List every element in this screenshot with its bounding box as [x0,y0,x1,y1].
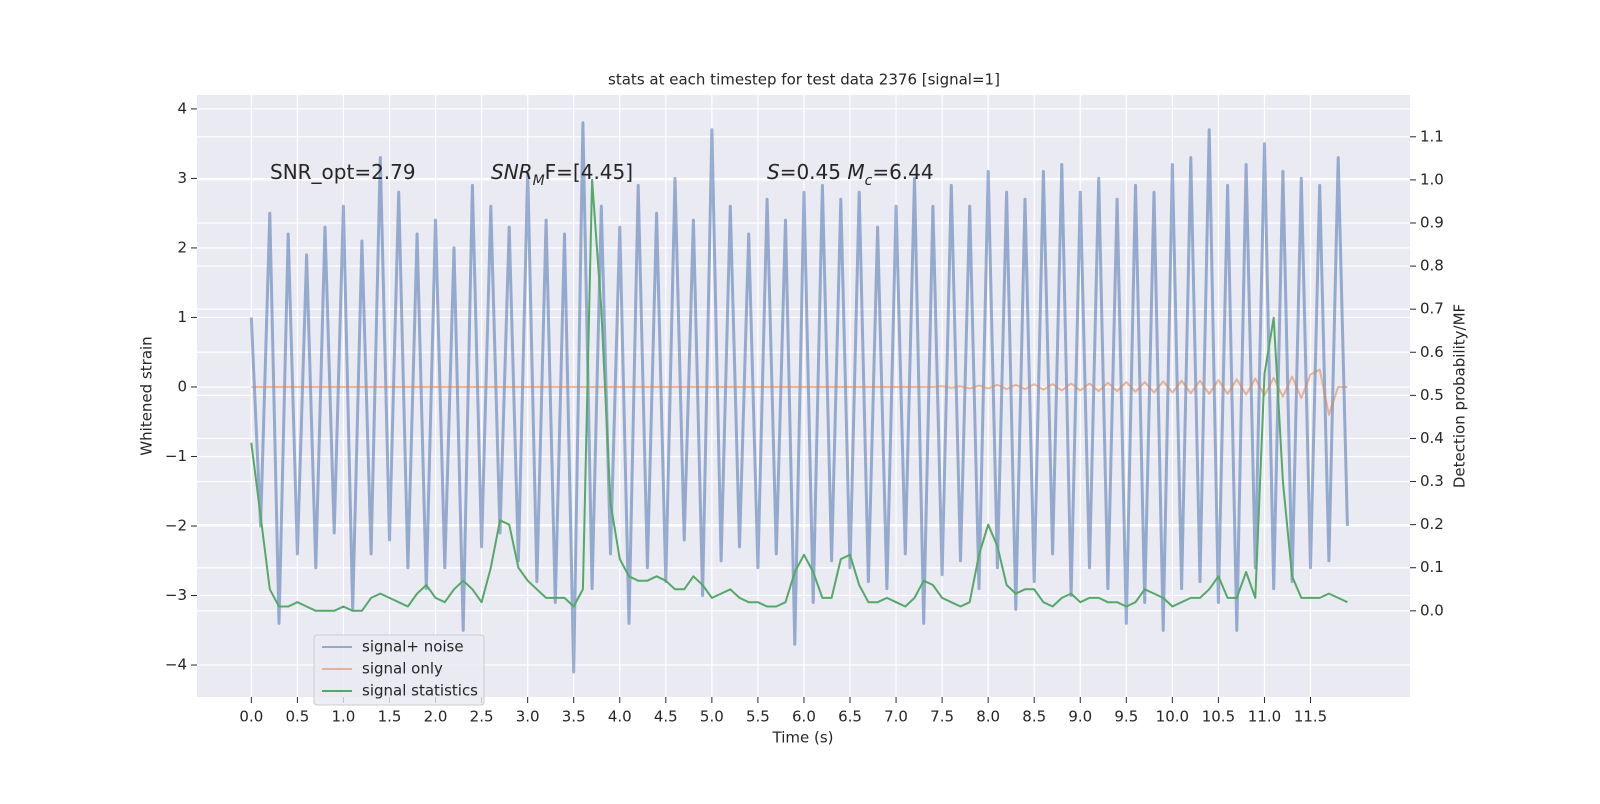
x-tick-label: 4.5 [654,708,678,726]
y-axis-label: Whitened strain [138,336,156,455]
x-tick-label: 0.0 [239,708,263,726]
legend-label: signal statistics [362,682,478,700]
annotation-part: M [533,173,545,189]
x-tick-label: 8.0 [976,708,1000,726]
y-tick-label: −2 [165,516,187,534]
y2-tick-label: 0.4 [1420,429,1444,447]
y2-tick-label: 0.6 [1420,343,1444,361]
x-tick-label: 5.5 [746,708,770,726]
x-tick-label: 8.5 [1022,708,1046,726]
y2-tick-label: 0.7 [1420,300,1444,318]
y-tick-label: −4 [165,656,187,674]
annotation: SNRMF=[4.45] [491,160,633,190]
y2-tick-label: 0.3 [1420,472,1444,490]
annotation-part: SNR_opt=2.79 [270,160,416,184]
annotation-part: F=[4.45] [545,160,633,184]
y-tick-label: −1 [165,447,187,465]
y2-tick-label: 0.1 [1420,558,1444,576]
x-tick-label: 3.0 [516,708,540,726]
annotation: S=0.45 Mc=6.44 [767,160,934,190]
x-tick-label: 10.5 [1202,708,1235,726]
y2-axis-label: Detection probability/MF [1451,304,1469,488]
annotation-part: c [865,173,873,189]
x-tick-label: 11.0 [1248,708,1281,726]
x-tick-label: 6.5 [838,708,862,726]
x-axis-label: Time (s) [772,729,834,747]
x-tick-label: 2.5 [470,708,494,726]
y2-tick-label: 0.8 [1420,257,1444,275]
annotation-part: M [847,160,864,184]
y2-tick-label: 1.0 [1420,170,1444,188]
x-tick-label: 1.5 [378,708,402,726]
x-tick-label: 6.0 [792,708,816,726]
y-tick-label: 1 [177,308,187,326]
annotation-part: =6.44 [872,160,933,184]
annotation-part: =0.45 [780,160,848,184]
annotation-part: SNR [491,160,533,184]
series-line [249,121,1349,674]
x-tick-label: 5.0 [700,708,724,726]
y-tick-label: 0 [177,377,187,395]
x-tick-label: 2.0 [424,708,448,726]
y-tick-label: 4 [177,99,187,117]
x-tick-label: 9.5 [1114,708,1138,726]
series-line [251,368,1348,416]
x-tick-label: 0.5 [285,708,309,726]
y2-tick-label: 0.0 [1420,601,1444,619]
y2-tick-label: 1.1 [1420,127,1444,145]
x-tick-label: 3.5 [562,708,586,726]
x-tick-label: 11.5 [1294,708,1327,726]
y-tick-label: −3 [165,586,187,604]
x-tick-label: 10.0 [1156,708,1189,726]
legend-label: signal+ noise [362,638,464,656]
x-tick-label: 7.5 [930,708,954,726]
legend-box [313,634,485,706]
x-tick-label: 7.0 [884,708,908,726]
x-tick-label: 4.0 [608,708,632,726]
annotation: SNR_opt=2.79 [270,160,416,184]
y2-tick-label: 0.5 [1420,386,1444,404]
legend-label: signal only [362,660,443,678]
y-tick-label: 3 [177,169,187,187]
chart-title: stats at each timestep for test data 237… [608,71,1000,89]
y2-tick-label: 0.9 [1420,213,1444,231]
y2-tick-label: 0.2 [1420,515,1444,533]
x-tick-label: 1.0 [332,708,356,726]
series-line [250,178,1348,612]
y-tick-label: 2 [177,238,187,256]
x-tick-label: 9.0 [1068,708,1092,726]
annotation-part: S [767,160,780,184]
